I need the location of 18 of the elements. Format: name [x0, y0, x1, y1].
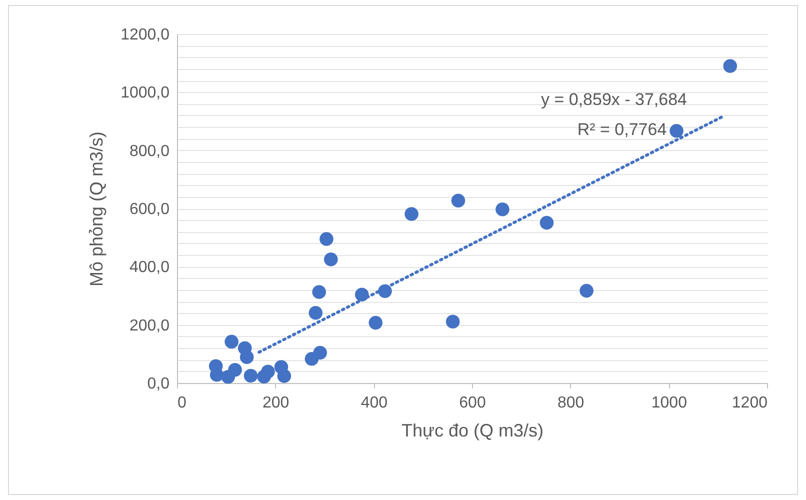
- y-tick-label: 1200,0: [120, 26, 170, 44]
- y-tick-label: 0,0: [147, 376, 170, 392]
- x-tick-label: 400: [360, 394, 388, 412]
- y-tick-label: 600,0: [129, 201, 170, 218]
- x-tick-label: 600: [459, 394, 486, 412]
- y-tick-label: 1000,0: [120, 84, 170, 102]
- annotation: R² = 0,7764: [577, 120, 667, 139]
- annotation: y = 0,859x - 37,684: [540, 90, 688, 109]
- x-tick-label: 0: [178, 394, 186, 412]
- y-tick-label: 200,0: [129, 317, 170, 334]
- x-tick-label: 200: [262, 394, 290, 412]
- x-axis-title: Thực đo (Q m3/s): [401, 420, 544, 440]
- x-tick-label: 1000: [651, 394, 688, 412]
- y-axis-title: Mô phỏng (Q m3/s): [86, 131, 107, 287]
- x-tick-label: 800: [557, 394, 584, 412]
- y-tick-label: 800,0: [129, 142, 170, 160]
- x-tick-label: 1200: [732, 394, 768, 412]
- y-tick-label: 400,0: [129, 259, 170, 276]
